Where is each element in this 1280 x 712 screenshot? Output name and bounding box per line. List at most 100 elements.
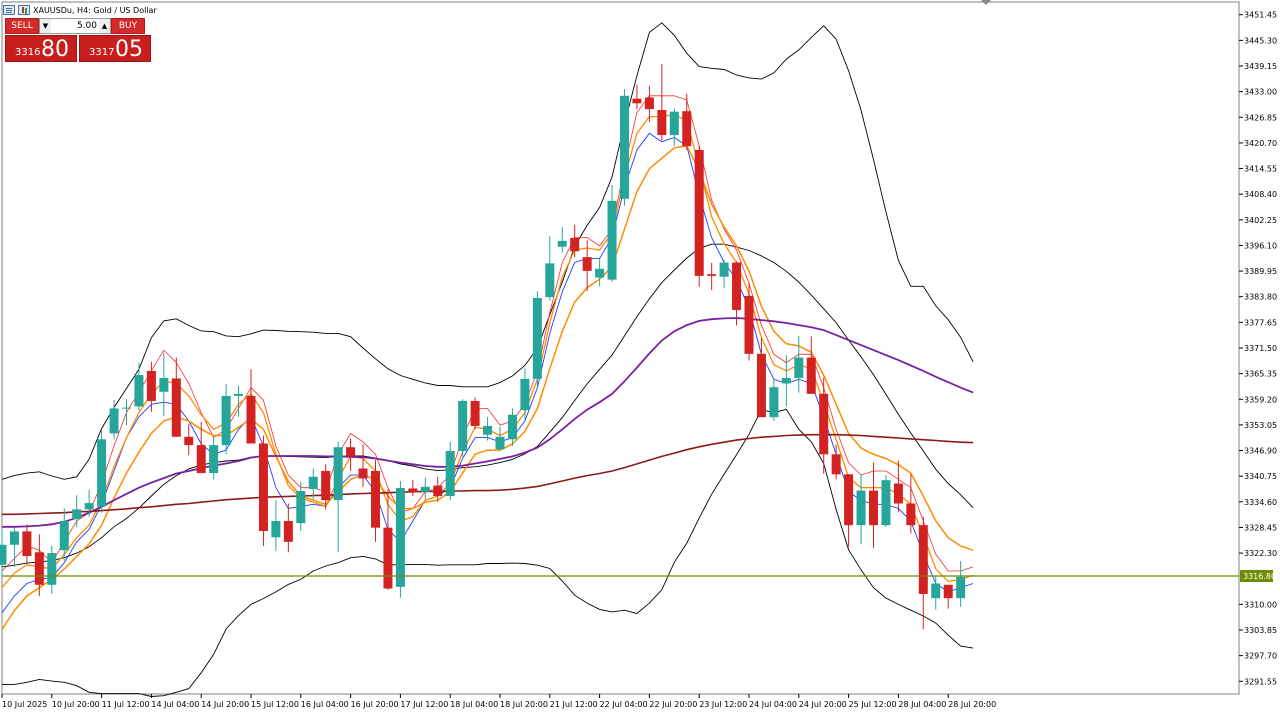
chart-title-bar: XAUUSDu, H4: Gold / US Dollar <box>3 3 157 17</box>
series-line-bollinger-upper <box>1 22 974 480</box>
candle-body <box>321 470 331 501</box>
y-tick-label: 3303.85 <box>1244 626 1277 635</box>
sell-price-pips: 80 <box>41 37 69 62</box>
candle-body <box>134 375 144 407</box>
x-tick-label: 17 Jul 12:00 <box>400 700 448 709</box>
series-line-ma-brown <box>2 433 974 516</box>
buy-price-button[interactable]: 3317 05 <box>79 35 151 62</box>
candle-body <box>694 149 704 276</box>
candle-body <box>495 436 505 450</box>
buy-price-pips: 05 <box>115 37 143 62</box>
candle-body <box>520 378 530 411</box>
list-icon[interactable] <box>3 5 15 15</box>
candle-body <box>395 488 405 587</box>
y-tick-label: 3328.45 <box>1244 523 1277 532</box>
candle-body <box>408 488 418 493</box>
candle-body <box>620 95 629 199</box>
sell-price-button[interactable]: 3316 80 <box>5 35 77 62</box>
candle-body <box>122 407 131 409</box>
candle-body <box>906 503 916 526</box>
candle-body <box>657 109 667 135</box>
candle-body <box>794 357 804 379</box>
x-tick-label: 21 Jul 12:00 <box>550 700 598 709</box>
candle-body <box>84 503 94 510</box>
candle-body <box>582 257 592 271</box>
y-tick-label: 3414.55 <box>1244 165 1277 174</box>
y-tick-label: 3396.10 <box>1244 241 1277 250</box>
chart-title: XAUUSDu, H4: Gold / US Dollar <box>33 5 157 15</box>
lot-size-control[interactable]: ▼ ▲ <box>39 18 111 34</box>
candle-body <box>47 553 57 585</box>
y-tick-label: 3445.30 <box>1244 36 1277 45</box>
candle-body <box>819 393 829 455</box>
y-tick-label: 3359.20 <box>1244 395 1277 404</box>
candle-body <box>669 111 679 135</box>
y-tick-label: 3439.15 <box>1244 62 1277 71</box>
candle-body <box>918 525 928 594</box>
candle-body <box>756 353 766 418</box>
x-tick-label: 28 Jul 20:00 <box>948 700 996 709</box>
x-tick-label: 28 Jul 04:00 <box>898 700 946 709</box>
chevron-down-icon[interactable]: ▼ <box>40 19 51 33</box>
candle-body <box>769 387 779 418</box>
chevron-up-icon[interactable]: ▲ <box>99 19 110 33</box>
candle-body <box>458 400 468 451</box>
candle-body <box>271 521 281 538</box>
x-tick-label: 25 Jul 12:00 <box>849 700 897 709</box>
candle-body <box>283 521 293 542</box>
candle-body <box>333 447 343 501</box>
x-tick-label: 24 Jul 20:00 <box>799 700 847 709</box>
y-tick-label: 3433.00 <box>1244 88 1277 97</box>
x-tick-label: 18 Jul 04:00 <box>450 700 498 709</box>
candle-body <box>209 445 219 474</box>
x-tick-label: 22 Jul 04:00 <box>600 700 648 709</box>
buy-price-major: 3317 <box>89 47 115 58</box>
lot-size-input[interactable] <box>51 19 99 33</box>
candle-body <box>632 98 642 104</box>
y-tick-label: 3346.90 <box>1244 447 1277 456</box>
candle-body <box>171 378 181 437</box>
candle-body <box>420 486 430 492</box>
y-tick-label: 3402.25 <box>1244 216 1277 225</box>
current-price-tag <box>1240 570 1273 583</box>
y-tick-label: 3322.30 <box>1244 549 1277 558</box>
candle-body <box>308 476 318 489</box>
x-tick-label: 10 Jul 20:00 <box>52 700 100 709</box>
candle-body <box>881 480 891 526</box>
candlestick-icon[interactable] <box>18 5 30 15</box>
candle-body <box>72 509 82 519</box>
candle-body <box>97 439 107 507</box>
y-tick-label: 3340.75 <box>1244 472 1277 481</box>
y-tick-label: 3377.65 <box>1244 318 1277 327</box>
series-line-bollinger-lower <box>2 408 974 697</box>
x-tick-label: 15 Jul 12:00 <box>251 700 299 709</box>
candle-body <box>109 408 119 434</box>
candle-body <box>159 378 169 392</box>
y-tick-label: 3334.60 <box>1244 498 1277 507</box>
candle-body <box>146 370 156 401</box>
candle-body <box>483 425 493 435</box>
candle-body <box>221 395 231 446</box>
candle-body <box>234 393 244 396</box>
candle-body <box>445 450 455 496</box>
sell-button[interactable]: SELL <box>5 18 39 34</box>
candle-body <box>844 474 854 526</box>
x-tick-label: 22 Jul 20:00 <box>649 700 697 709</box>
buy-button[interactable]: BUY <box>111 18 145 34</box>
candle-body <box>806 357 816 394</box>
candle-body <box>856 490 866 526</box>
candle-body <box>184 436 194 446</box>
candle-body <box>196 445 206 474</box>
candle-body <box>59 521 69 551</box>
candle-body <box>358 468 368 479</box>
y-tick-label: 3389.95 <box>1244 267 1277 276</box>
y-tick-label: 3371.50 <box>1244 344 1277 353</box>
candle-body <box>956 576 966 599</box>
candle-body <box>869 490 878 526</box>
chart-shift-marker-icon[interactable] <box>981 0 991 5</box>
candle-body <box>644 97 654 110</box>
candle-body <box>246 395 256 444</box>
candle-body <box>719 262 729 277</box>
candle-body <box>346 447 356 457</box>
